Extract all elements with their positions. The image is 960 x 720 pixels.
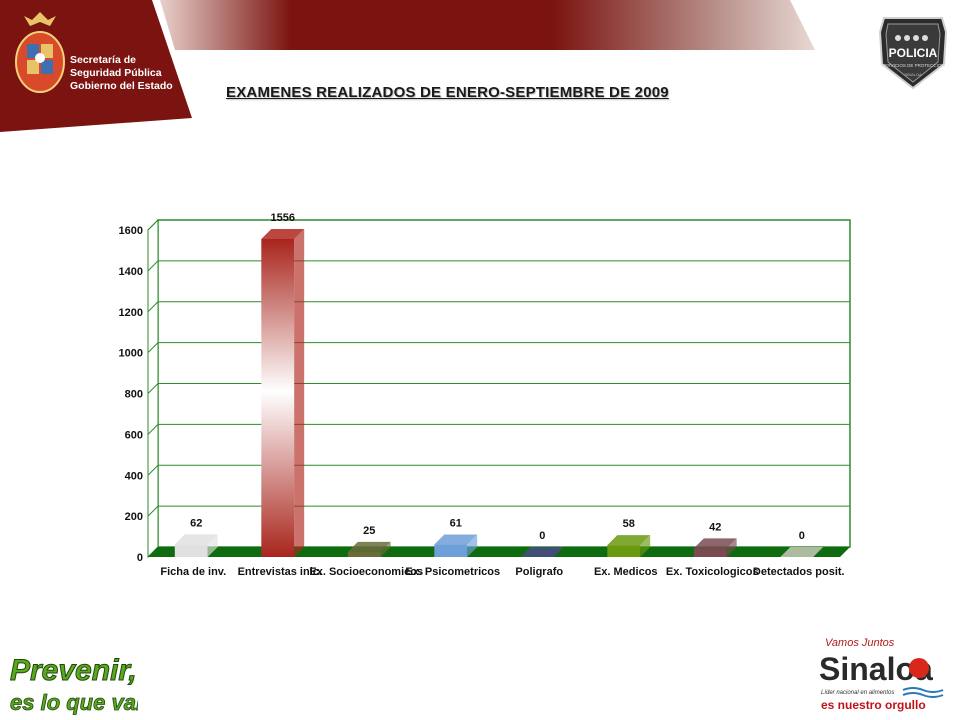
brand-tagline: Vamos Juntos <box>825 637 895 649</box>
data-label: 42 <box>709 521 721 533</box>
data-label: 25 <box>363 525 375 537</box>
gridline-depth <box>147 301 159 313</box>
x-tick-label: Detectados posit. <box>753 566 845 578</box>
badge-subtitle: SERVICIOS DE PROTECCION <box>881 63 944 68</box>
bar-chart: 0 200 400 600 800 1000 1200 1400 1600 62 1556 25 61… <box>119 212 851 578</box>
org-name-line3: Gobierno del Estado <box>70 80 173 92</box>
bar-top <box>693 538 737 549</box>
bar-front <box>261 238 295 557</box>
page-title: EXAMENES REALIZADOS DE ENERO-SEPTIEMBRE … <box>226 84 669 101</box>
badge-title: POLICIA <box>889 46 938 60</box>
government-logo: Secretaría de Seguridad Pública Gobierno… <box>10 8 185 118</box>
wave-icon <box>902 687 944 698</box>
data-label: 61 <box>450 518 462 530</box>
bar <box>347 541 391 557</box>
data-label: 62 <box>190 517 202 529</box>
gridline-depth <box>147 505 159 517</box>
bar-front <box>693 548 727 557</box>
bar-top <box>780 547 824 557</box>
prevenir-slogan-logo: Prevenir, es lo que vale <box>10 654 139 716</box>
y-tick-label: 1600 <box>119 225 143 237</box>
org-name-line2: Seguridad Pública <box>70 67 162 79</box>
bar-top <box>261 228 305 239</box>
bar <box>780 547 824 557</box>
bar-top <box>347 541 391 552</box>
bar-side <box>207 534 218 557</box>
bar <box>520 547 564 557</box>
bar-front <box>347 551 381 557</box>
data-label: 1556 <box>271 212 295 224</box>
data-label: 0 <box>799 530 805 542</box>
brand-sub: Líder nacional en alimentos <box>821 690 894 696</box>
x-tick-label: Ex. Medicos <box>594 566 658 578</box>
badge-figures-icon <box>895 35 928 41</box>
slogan-line2: es lo que vale <box>10 690 138 715</box>
bar-side <box>640 535 651 557</box>
y-tick-label: 1000 <box>119 348 143 360</box>
bar-series <box>174 228 824 557</box>
slogan-line1: Prevenir, <box>10 654 137 687</box>
y-tick-label: 800 <box>125 389 143 401</box>
bar <box>693 538 737 557</box>
chart-floor <box>148 547 850 557</box>
brand-motto: es nuestro orgullo <box>821 698 926 712</box>
bar-top <box>174 534 218 545</box>
bar <box>434 534 478 557</box>
bar-side <box>380 541 391 557</box>
gridline-depth <box>147 464 159 476</box>
bar <box>261 228 305 557</box>
y-tick-label: 0 <box>137 552 143 564</box>
bar-top <box>434 534 478 545</box>
x-tick-label: Poligrafo <box>515 566 563 578</box>
x-tick-label: Ex. Toxicologicos <box>666 566 759 578</box>
bar-top <box>607 535 651 546</box>
bar-front <box>434 544 468 557</box>
y-tick-label: 1400 <box>119 266 143 278</box>
x-tick-label: Ex. Socioeconomicos <box>309 566 423 578</box>
tomato-icon <box>909 658 929 678</box>
state-shield-icon <box>15 12 65 93</box>
org-name-line1: Secretaría de <box>70 54 136 66</box>
x-axis: Ficha de inv. Entrevistas inic.Ex. Socioe… <box>160 566 844 578</box>
gridline-depth <box>147 424 159 435</box>
bar-front <box>607 545 641 557</box>
data-label: 58 <box>623 518 635 530</box>
x-tick-label: Ficha de inv. <box>160 566 226 578</box>
sinaloa-brand-logo: Vamos Juntos Sinaloa Líder nacional en a… <box>819 637 944 712</box>
chart-gridlines <box>147 218 851 559</box>
x-tick-label: Entrevistas inic. <box>238 566 322 578</box>
y-tick-label: 400 <box>125 470 143 482</box>
gridline-depth <box>147 260 159 272</box>
badge-region: SINALOA <box>904 72 922 77</box>
bar-front <box>174 544 208 557</box>
y-tick-label: 200 <box>125 511 143 523</box>
y-tick-label: 1200 <box>119 307 143 319</box>
bar <box>607 535 651 557</box>
bar-side <box>467 534 478 557</box>
bar-top <box>520 547 564 557</box>
bar-side <box>294 228 305 557</box>
x-tick-label: Ex. Psicometricos <box>405 566 500 578</box>
y-tick-label: 600 <box>125 429 143 441</box>
bar <box>174 534 218 557</box>
gridline-depth <box>147 219 159 231</box>
gridline-depth <box>147 342 159 353</box>
gridline-depth <box>147 383 159 394</box>
bar-side <box>726 538 737 557</box>
data-labels: 62 1556 25 61 0 58 42 0 <box>190 212 805 542</box>
police-badge-logo: POLICIA SERVICIOS DE PROTECCION SINALOA <box>878 17 948 90</box>
data-label: 0 <box>539 530 545 542</box>
y-axis: 0 200 400 600 800 1000 1200 1400 1600 <box>119 225 143 564</box>
